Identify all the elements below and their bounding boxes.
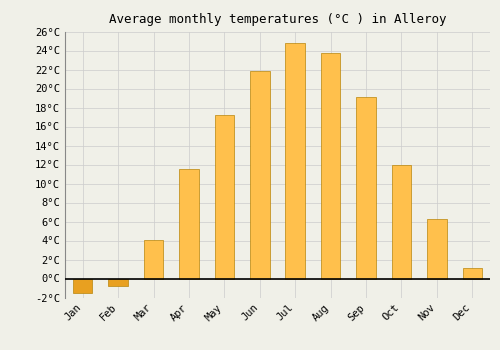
Bar (321, 53, 340, 279)
Bar (462, 268, 482, 279)
Bar (108, 279, 128, 286)
Bar (73, 279, 92, 293)
Bar (427, 219, 446, 279)
Title: Average monthly temperatures (°C ) in Alleroy: Average monthly temperatures (°C ) in Al… (109, 13, 446, 26)
Bar (250, 71, 270, 279)
Bar (392, 164, 411, 279)
Bar (214, 115, 234, 279)
Bar (144, 239, 164, 279)
Bar (179, 169, 199, 279)
Bar (286, 43, 305, 279)
Bar (356, 97, 376, 279)
